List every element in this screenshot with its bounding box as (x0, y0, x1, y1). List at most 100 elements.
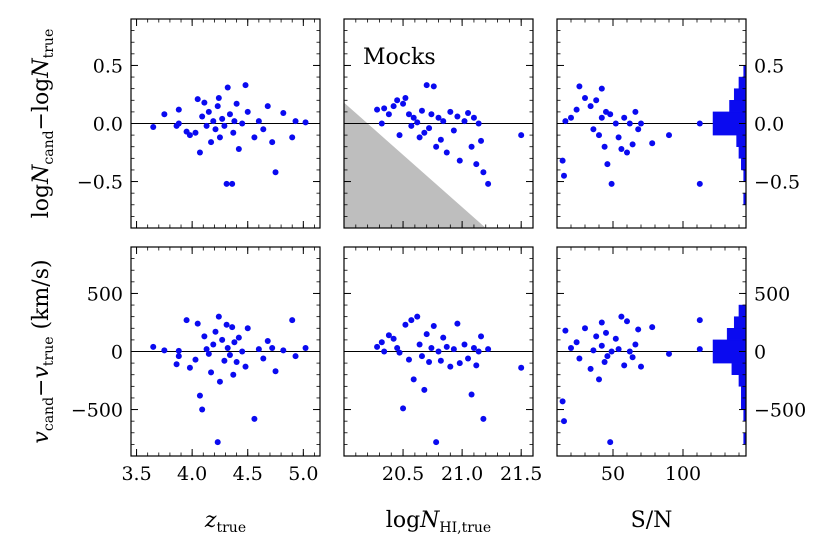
data-point (175, 106, 182, 113)
histogram-bar (738, 76, 746, 89)
x-tick-label: 3.5 (121, 463, 151, 485)
data-point (208, 369, 215, 376)
y-axis-title-dlogN: logNcand−logNtrue (29, 29, 57, 218)
data-point (456, 360, 463, 367)
data-point (224, 84, 231, 91)
data-point (465, 355, 472, 362)
data-point (405, 111, 412, 118)
y-tick-label: 500 (87, 283, 123, 305)
data-point (562, 327, 569, 334)
data-point (242, 363, 249, 370)
data-point (199, 406, 206, 413)
data-point (212, 328, 219, 335)
x-tick-label: 20.5 (382, 463, 424, 485)
data-point (440, 334, 447, 341)
data-point (251, 415, 258, 422)
histogram-bar (738, 304, 746, 317)
data-point (561, 418, 567, 425)
panel-dlogN-vs-SN: −0.5 0.0 0.5 (556, 18, 800, 229)
y-tick-label-right: 0 (754, 342, 766, 364)
panel-dv-vs-SN: 50 100 −500 0 500 (556, 246, 806, 485)
data-point (440, 118, 447, 125)
data-point (649, 324, 656, 331)
data-point (443, 149, 450, 156)
data-point (465, 110, 472, 117)
data-point (607, 111, 614, 118)
data-point (450, 346, 457, 353)
data-point (231, 339, 238, 346)
data-point (385, 111, 392, 118)
data-point (216, 378, 223, 385)
data-point (629, 354, 636, 361)
data-point (255, 118, 262, 125)
data-point (615, 346, 622, 353)
data-point (223, 180, 230, 187)
data-point (454, 320, 461, 327)
histogram-bar (738, 146, 746, 159)
histogram-bar (733, 316, 746, 329)
data-point (635, 126, 642, 133)
data-point (215, 313, 222, 320)
data-point (612, 120, 619, 127)
data-point (233, 100, 240, 107)
data-point (196, 392, 203, 399)
y-tick-label-right: 500 (754, 283, 790, 305)
x-tick-label: 21.5 (500, 463, 542, 485)
data-point (608, 348, 615, 355)
data-point (150, 123, 157, 130)
data-point (696, 120, 703, 127)
data-point (378, 339, 385, 346)
data-point (219, 336, 226, 343)
data-point (518, 132, 525, 139)
data-point (394, 345, 401, 352)
data-point (272, 368, 279, 375)
data-point (194, 320, 201, 327)
data-point (618, 313, 625, 320)
data-point (212, 126, 219, 133)
data-point (468, 391, 475, 398)
data-point (596, 376, 602, 383)
data-point (561, 172, 567, 179)
data-point (559, 398, 566, 405)
data-point (201, 333, 208, 340)
data-point (374, 106, 381, 113)
data-point (239, 120, 246, 127)
data-point (470, 345, 477, 352)
data-point (461, 341, 468, 348)
data-point (251, 134, 258, 141)
data-point (208, 139, 215, 146)
data-point (215, 94, 222, 101)
data-point (416, 134, 423, 141)
data-point (183, 317, 190, 324)
histogram-bar (731, 362, 746, 375)
histogram-bar (729, 100, 746, 113)
x-axis-title-logNHI: logNHI,true (386, 508, 491, 536)
data-point (437, 357, 444, 364)
data-point (150, 343, 157, 350)
data-point (210, 118, 217, 125)
histogram (712, 65, 746, 206)
data-point (624, 149, 630, 156)
data-point (302, 345, 309, 352)
data-point (582, 325, 588, 332)
data-point (400, 405, 407, 412)
data-point (666, 132, 672, 139)
data-point (289, 134, 296, 141)
data-point (604, 161, 611, 168)
data-point (649, 140, 656, 147)
data-point (260, 126, 267, 133)
data-point (192, 356, 199, 363)
data-point (576, 355, 583, 362)
data-point (186, 132, 193, 139)
histogram-bar (741, 158, 746, 171)
data-point (587, 365, 594, 372)
data-point (161, 111, 168, 118)
data-point (402, 321, 409, 328)
data-point (414, 119, 421, 126)
data-point (568, 345, 574, 352)
data-point (480, 169, 487, 176)
data-point (255, 346, 262, 353)
data-point (242, 82, 249, 89)
data-point (244, 108, 251, 115)
